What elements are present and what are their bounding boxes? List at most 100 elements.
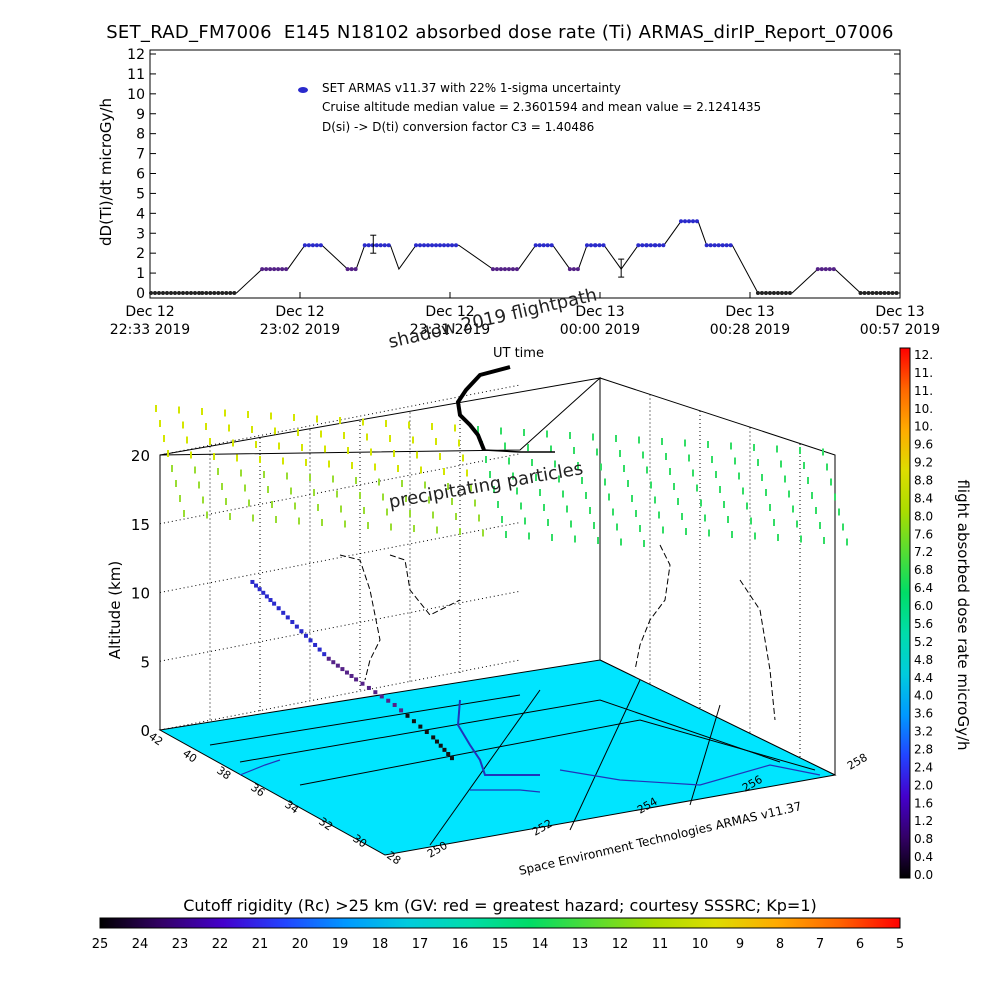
y-tick-label: 4	[136, 206, 145, 222]
colorbar-right-tick: 9.2	[914, 456, 933, 470]
particle-mark	[723, 501, 725, 508]
data-point	[185, 291, 189, 295]
particle-mark	[439, 453, 441, 460]
data-point	[284, 267, 289, 272]
x-tick-label-time: 00:57 2019	[860, 322, 940, 338]
data-point	[571, 267, 576, 272]
track-point	[290, 620, 295, 625]
particle-mark	[516, 487, 518, 495]
particle-mark	[581, 477, 583, 484]
data-point	[208, 291, 213, 295]
particle-mark	[366, 433, 368, 441]
track-point	[303, 633, 308, 638]
particle-mark	[823, 537, 825, 544]
data-point	[640, 243, 645, 248]
particle-mark	[658, 511, 660, 519]
track-point	[349, 673, 354, 678]
particle-mark	[344, 520, 346, 528]
particle-mark	[608, 493, 610, 501]
y-tick-label: 5	[136, 186, 145, 202]
lon-tick-label: 258	[845, 751, 870, 773]
y-tick-label: 7	[136, 147, 145, 163]
data-point	[506, 267, 511, 272]
data-point	[430, 243, 435, 248]
particle-mark	[846, 538, 848, 546]
data-point	[442, 243, 447, 248]
track-point	[308, 638, 313, 643]
particle-mark	[777, 534, 779, 541]
colorbar-right-tick: 0.8	[914, 832, 933, 846]
particle-mark	[293, 414, 295, 421]
data-point	[366, 243, 371, 248]
data-point	[653, 243, 658, 248]
data-point	[886, 291, 891, 295]
particle-mark	[217, 468, 219, 475]
y-tick-label: 2	[136, 246, 145, 262]
colorbar-right-tick: 0.0	[914, 868, 933, 882]
data-point	[720, 243, 725, 248]
particle-mark	[255, 441, 257, 448]
particle-mark	[585, 492, 587, 499]
particle-mark	[424, 481, 426, 489]
data-point	[260, 267, 265, 272]
particle-mark	[769, 504, 771, 511]
data-point	[657, 243, 662, 248]
y-tick-label: 9	[136, 107, 145, 123]
particle-mark	[773, 519, 775, 526]
track-point	[431, 735, 436, 740]
particle-mark	[432, 511, 434, 519]
particle-mark	[259, 456, 261, 463]
z-tick-label: 10	[131, 585, 150, 603]
x-tick-label-time: 23:02 2019	[260, 322, 340, 338]
data-point	[584, 243, 589, 248]
colorbar-bottom-tick: 22	[212, 937, 229, 952]
annotation-particles: precipitating particles	[387, 458, 584, 513]
particle-mark	[619, 450, 621, 457]
x-tick-label-day: Dec 12	[425, 304, 474, 320]
particle-mark	[620, 538, 622, 546]
track-point	[264, 594, 269, 599]
y-tick-label: 3	[136, 226, 145, 242]
particle-mark	[639, 525, 641, 532]
particle-mark	[363, 507, 365, 514]
particle-mark	[547, 519, 549, 526]
data-point	[353, 267, 358, 272]
track-point	[442, 747, 447, 752]
colorbar-right-tick: 10.	[914, 402, 933, 416]
particle-mark	[159, 420, 161, 427]
data-point	[567, 267, 572, 272]
particle-mark	[715, 471, 717, 478]
particle-mark	[600, 463, 602, 471]
particle-mark	[616, 523, 618, 531]
track-point	[379, 694, 384, 699]
particle-mark	[286, 472, 288, 480]
particle-mark	[550, 445, 552, 453]
data-point	[815, 267, 820, 272]
particle-mark	[566, 505, 568, 513]
particle-mark	[186, 436, 188, 444]
particle-mark	[317, 504, 319, 511]
data-point	[276, 267, 281, 272]
particle-mark	[202, 496, 204, 504]
track-point	[434, 739, 439, 744]
track-point	[313, 642, 318, 647]
data-point	[272, 267, 277, 272]
data-point	[314, 243, 319, 248]
particle-mark	[347, 447, 349, 454]
particle-mark	[558, 475, 560, 483]
particle-mark	[731, 531, 733, 538]
particle-mark	[707, 441, 709, 448]
data-point	[426, 243, 431, 248]
colorbar-bottom-tick: 18	[372, 937, 389, 952]
data-point	[197, 291, 201, 295]
particle-mark	[696, 484, 698, 492]
z-tick-label: 5	[140, 653, 150, 671]
y-tick-label: 1	[136, 266, 145, 282]
particle-mark	[543, 504, 545, 511]
data-point	[280, 267, 285, 272]
particle-mark	[390, 523, 392, 531]
particle-mark	[685, 528, 687, 535]
particle-mark	[730, 442, 732, 450]
x-tick-label-day: Dec 12	[125, 304, 174, 320]
particle-mark	[206, 511, 208, 519]
